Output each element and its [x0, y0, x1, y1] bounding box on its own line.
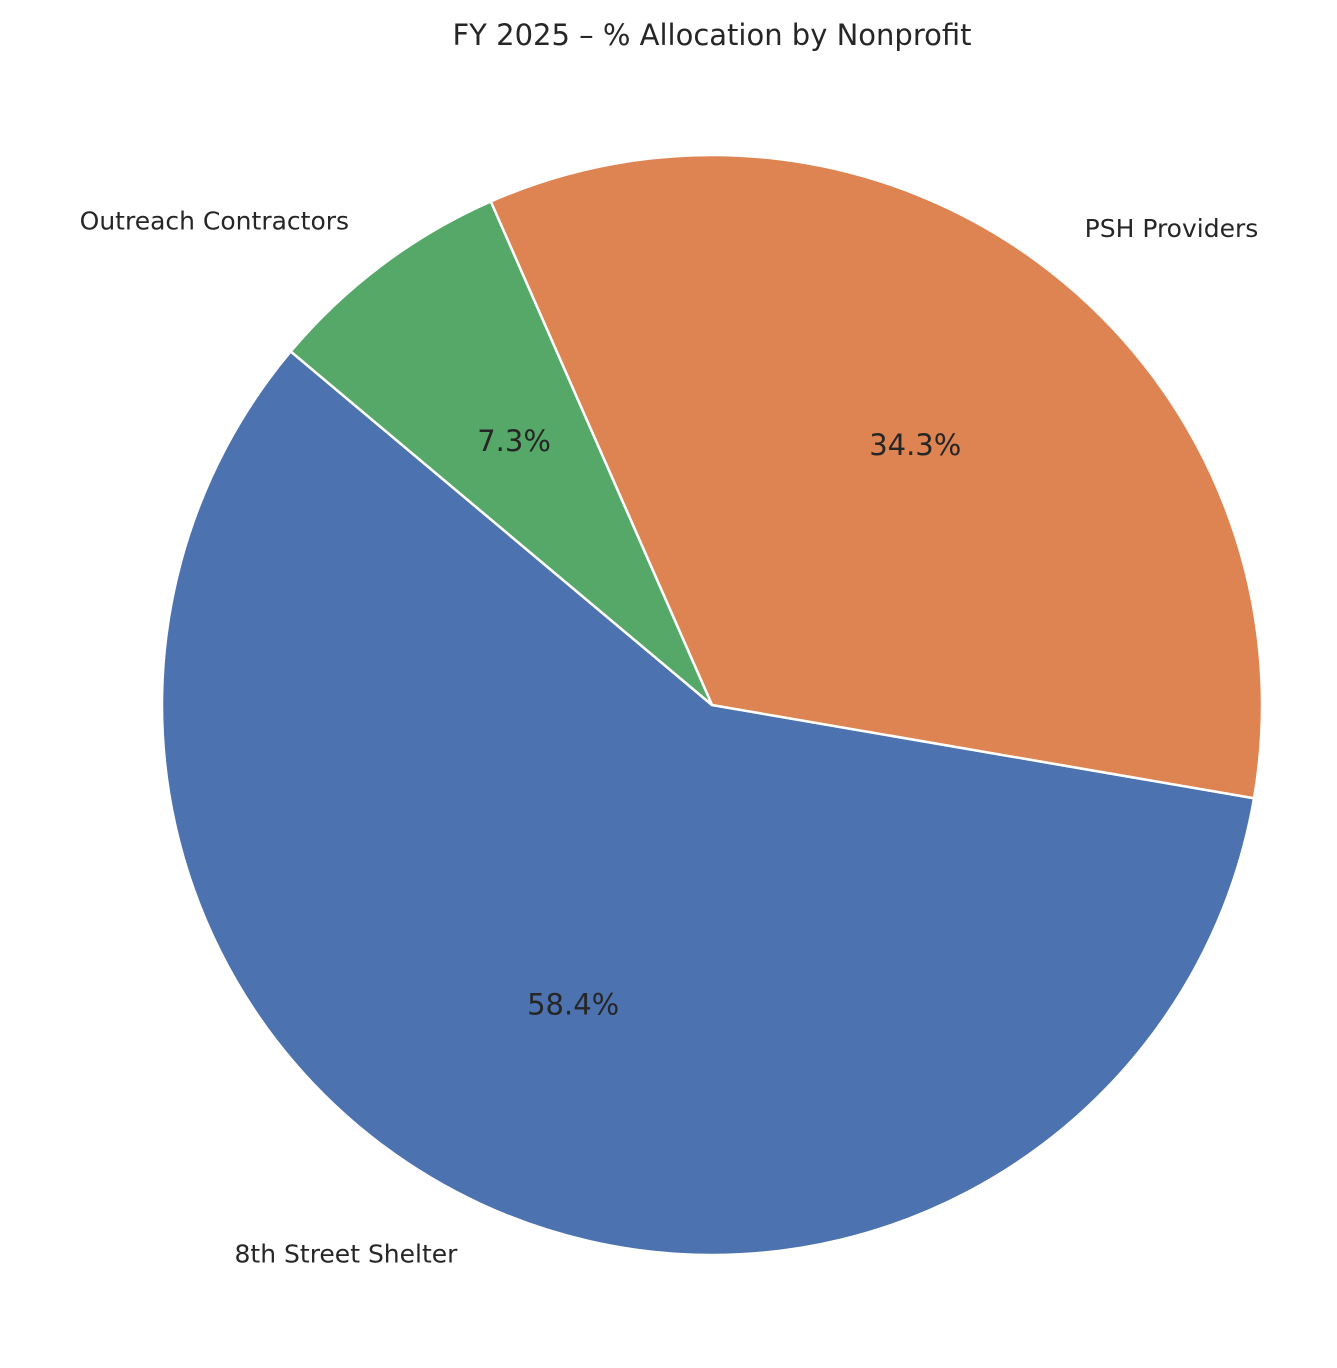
pie-slices — [160, 153, 1264, 1257]
slice-label-psh-providers: PSH Providers — [1085, 214, 1259, 243]
pie-slice-outreach-contractors — [289, 200, 714, 707]
chart-title: FY 2025 – % Allocation by Nonprofit — [453, 18, 972, 52]
slice-label-8th-street-shelter: 8th Street Shelter — [235, 1239, 459, 1268]
slice-label-outreach-contractors: Outreach Contractors — [80, 206, 349, 235]
slice-percent-outreach-contractors: 7.3% — [477, 424, 551, 458]
slice-percent-8th-street-shelter: 58.4% — [527, 987, 619, 1021]
slice-percent-psh-providers: 34.3% — [869, 428, 961, 462]
pie-slice-8th-street-shelter — [160, 350, 1256, 1257]
pie-labels: 8th Street Shelter 58.4% PSH Providers 34.3… — [80, 206, 1259, 1268]
